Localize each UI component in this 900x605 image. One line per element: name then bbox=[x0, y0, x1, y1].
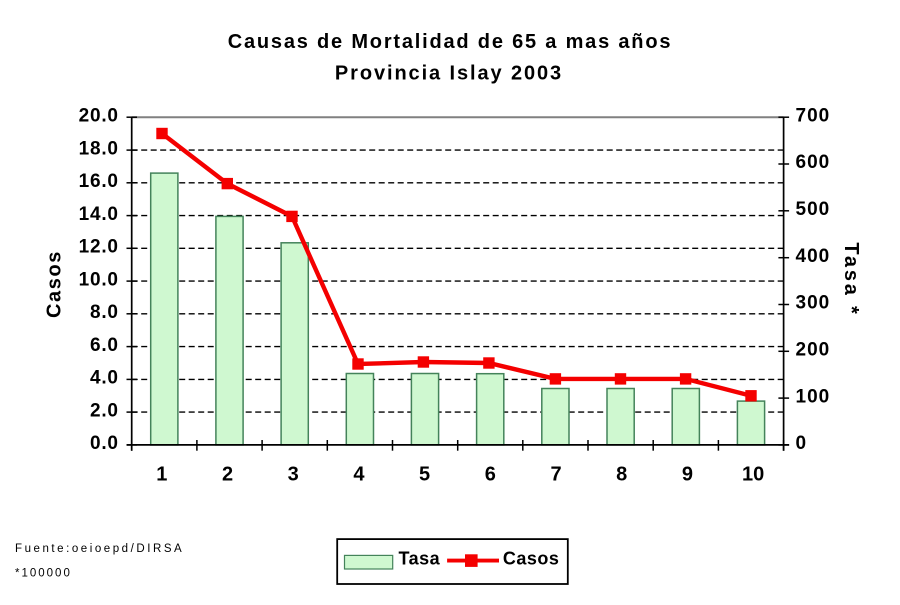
svg-text:1: 1 bbox=[156, 463, 167, 485]
svg-text:400: 400 bbox=[796, 246, 831, 267]
svg-text:20.0: 20.0 bbox=[79, 105, 119, 126]
svg-text:Fuente:oeioepd/DIRSA: Fuente:oeioepd/DIRSA bbox=[15, 543, 184, 555]
svg-text:18.0: 18.0 bbox=[79, 138, 119, 159]
svg-text:2.0: 2.0 bbox=[90, 400, 119, 421]
svg-text:Tasa *: Tasa * bbox=[840, 242, 862, 316]
svg-text:8.0: 8.0 bbox=[90, 302, 119, 323]
svg-text:12.0: 12.0 bbox=[79, 237, 119, 258]
svg-text:16.0: 16.0 bbox=[79, 171, 119, 192]
svg-text:3: 3 bbox=[288, 463, 299, 485]
svg-text:10: 10 bbox=[742, 463, 764, 485]
svg-text:6.0: 6.0 bbox=[90, 335, 119, 356]
svg-text:Tasa: Tasa bbox=[399, 549, 441, 569]
svg-text:10.0: 10.0 bbox=[79, 269, 119, 290]
svg-text:Casos: Casos bbox=[44, 250, 66, 318]
svg-text:100: 100 bbox=[796, 386, 831, 407]
svg-text:Provincia Islay 2003: Provincia Islay 2003 bbox=[335, 63, 563, 85]
svg-text:Causas de Mortalidad de 65 a m: Causas de Mortalidad de 65 a mas años bbox=[228, 31, 673, 53]
svg-text:0: 0 bbox=[796, 433, 808, 454]
svg-text:0.0: 0.0 bbox=[90, 433, 119, 454]
svg-text:4: 4 bbox=[353, 463, 365, 485]
svg-text:*100000: *100000 bbox=[15, 568, 72, 580]
svg-text:700: 700 bbox=[796, 105, 831, 126]
svg-text:2: 2 bbox=[222, 463, 233, 485]
svg-text:14.0: 14.0 bbox=[79, 204, 119, 225]
svg-text:4.0: 4.0 bbox=[90, 368, 119, 389]
svg-text:500: 500 bbox=[796, 199, 831, 220]
svg-text:9: 9 bbox=[682, 463, 693, 485]
svg-text:600: 600 bbox=[796, 152, 831, 173]
svg-text:Casos: Casos bbox=[503, 549, 560, 569]
svg-text:6: 6 bbox=[485, 463, 496, 485]
svg-text:300: 300 bbox=[796, 293, 831, 314]
svg-text:5: 5 bbox=[419, 463, 430, 485]
svg-text:7: 7 bbox=[550, 463, 561, 485]
svg-text:200: 200 bbox=[796, 340, 831, 361]
svg-text:8: 8 bbox=[616, 463, 627, 485]
